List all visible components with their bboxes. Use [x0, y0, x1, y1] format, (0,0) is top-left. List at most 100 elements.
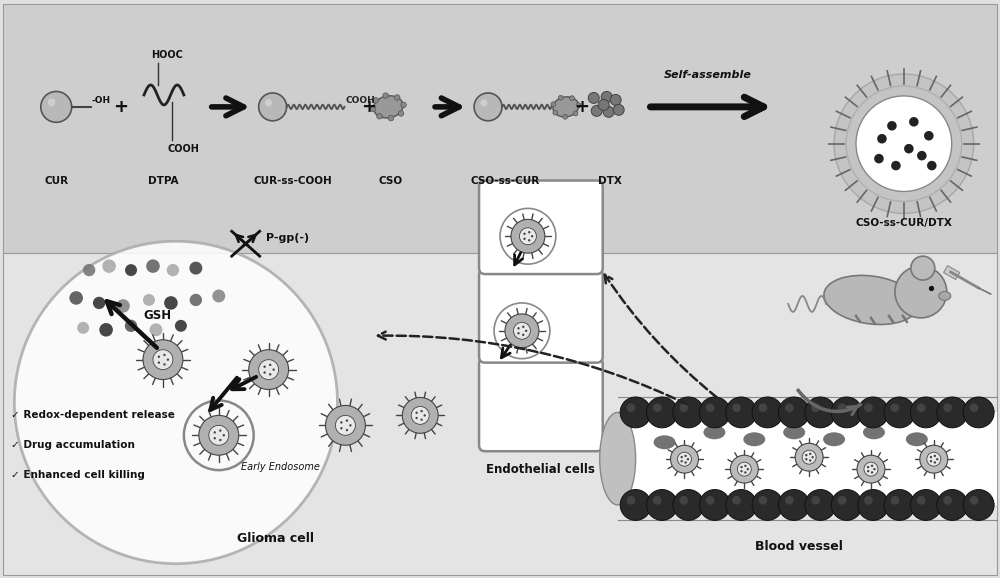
Circle shape — [14, 241, 337, 564]
Ellipse shape — [824, 275, 918, 324]
Ellipse shape — [553, 97, 579, 117]
Circle shape — [513, 323, 530, 339]
Circle shape — [744, 465, 747, 467]
Circle shape — [752, 490, 783, 520]
Circle shape — [927, 161, 937, 171]
Circle shape — [163, 363, 166, 366]
Circle shape — [613, 105, 624, 116]
Circle shape — [415, 412, 418, 414]
Circle shape — [785, 496, 794, 505]
Circle shape — [259, 93, 287, 121]
Circle shape — [699, 397, 730, 428]
Circle shape — [904, 144, 914, 153]
Circle shape — [401, 102, 406, 108]
Circle shape — [263, 365, 266, 368]
Text: Early Endosome: Early Endosome — [241, 462, 320, 472]
Circle shape — [249, 350, 289, 390]
Circle shape — [811, 456, 814, 458]
Circle shape — [522, 325, 524, 328]
Circle shape — [272, 368, 275, 371]
Text: -OH: -OH — [91, 96, 110, 105]
Circle shape — [910, 397, 941, 428]
Circle shape — [884, 490, 915, 520]
Bar — [618, 413, 997, 505]
Circle shape — [891, 161, 901, 171]
Circle shape — [558, 95, 563, 100]
Circle shape — [737, 462, 751, 476]
Circle shape — [125, 320, 137, 332]
Circle shape — [528, 239, 530, 242]
Circle shape — [744, 471, 747, 473]
Circle shape — [394, 95, 400, 101]
Circle shape — [474, 93, 502, 121]
Circle shape — [647, 397, 677, 428]
Circle shape — [917, 403, 926, 412]
Circle shape — [146, 260, 160, 273]
Circle shape — [383, 93, 388, 98]
Circle shape — [653, 403, 662, 412]
Circle shape — [349, 424, 352, 427]
Circle shape — [517, 332, 520, 335]
Circle shape — [917, 151, 927, 161]
Circle shape — [726, 490, 757, 520]
Circle shape — [805, 454, 808, 457]
Circle shape — [163, 354, 166, 356]
Circle shape — [519, 228, 536, 244]
Ellipse shape — [783, 425, 805, 439]
Circle shape — [325, 405, 365, 445]
Circle shape — [523, 238, 526, 240]
Circle shape — [77, 322, 89, 334]
Circle shape — [963, 490, 994, 520]
Circle shape — [873, 468, 876, 470]
Circle shape — [706, 403, 714, 412]
Circle shape — [726, 397, 757, 428]
Circle shape — [943, 496, 952, 505]
Circle shape — [573, 111, 578, 116]
Circle shape — [263, 371, 266, 374]
Circle shape — [346, 420, 348, 422]
Circle shape — [811, 403, 820, 412]
Circle shape — [671, 445, 698, 473]
Circle shape — [398, 110, 404, 116]
Circle shape — [190, 294, 202, 306]
Ellipse shape — [906, 432, 928, 446]
Circle shape — [838, 403, 846, 412]
Circle shape — [647, 490, 677, 520]
Circle shape — [874, 154, 884, 164]
Circle shape — [511, 219, 545, 253]
Circle shape — [525, 329, 527, 332]
Circle shape — [158, 355, 160, 358]
Circle shape — [909, 117, 919, 127]
Circle shape — [679, 496, 688, 505]
Circle shape — [505, 314, 539, 348]
Circle shape — [269, 373, 271, 376]
Text: ✓ Enhanced cell killing: ✓ Enhanced cell killing — [11, 470, 145, 480]
Circle shape — [591, 105, 602, 116]
Circle shape — [943, 403, 952, 412]
Circle shape — [706, 496, 714, 505]
Circle shape — [269, 364, 271, 366]
Circle shape — [480, 99, 487, 106]
Circle shape — [116, 299, 130, 313]
Circle shape — [627, 403, 635, 412]
Circle shape — [588, 92, 599, 103]
Circle shape — [785, 403, 794, 412]
Circle shape — [732, 496, 741, 505]
Circle shape — [970, 403, 978, 412]
Circle shape — [143, 294, 155, 306]
Circle shape — [570, 96, 574, 101]
Ellipse shape — [703, 425, 725, 439]
Circle shape — [149, 323, 162, 336]
Circle shape — [175, 320, 187, 332]
Text: GSH: GSH — [143, 309, 171, 323]
Circle shape — [680, 456, 683, 458]
Circle shape — [856, 96, 952, 191]
Circle shape — [673, 397, 704, 428]
Circle shape — [927, 452, 941, 466]
Circle shape — [934, 461, 936, 464]
Circle shape — [420, 410, 423, 412]
Circle shape — [388, 116, 394, 121]
Circle shape — [891, 496, 899, 505]
Circle shape — [41, 91, 72, 123]
FancyBboxPatch shape — [3, 253, 997, 575]
